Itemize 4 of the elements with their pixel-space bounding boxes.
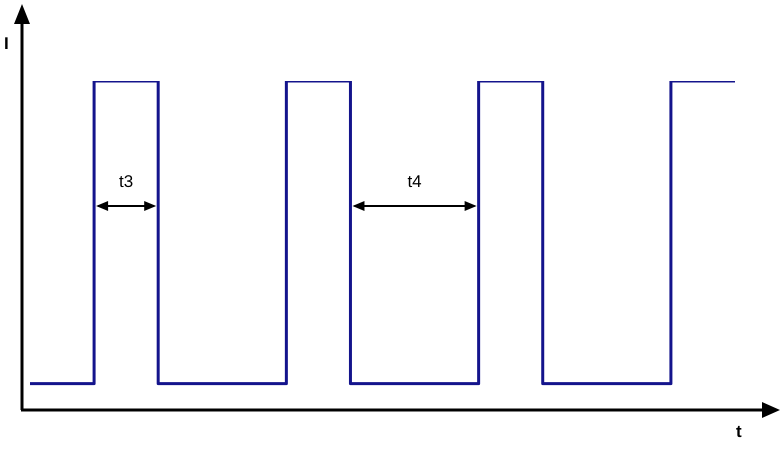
annotation: t4 bbox=[406, 172, 423, 192]
x-axis-title: t bbox=[736, 422, 742, 442]
y-axis-title: I bbox=[4, 34, 9, 54]
annotation: t3 bbox=[118, 172, 134, 192]
